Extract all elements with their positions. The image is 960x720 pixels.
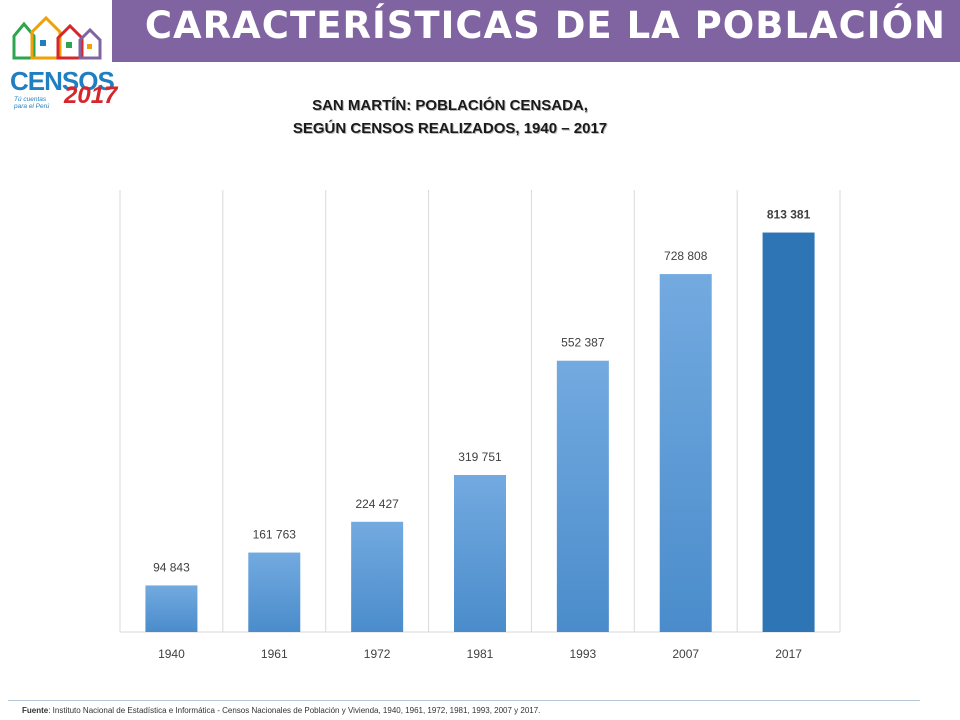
- x-tick-label-2007: 2007: [672, 647, 699, 661]
- bar-1940: [145, 585, 198, 632]
- chart-title-line2: SEGÚN CENSOS REALIZADOS, 1940 – 2017: [292, 120, 608, 137]
- x-tick-label-1961: 1961: [261, 647, 288, 661]
- value-label-2017: 813 381: [767, 208, 811, 222]
- header-band: CARACTERÍSTICAS DE LA POBLACIÓN: [112, 0, 960, 62]
- bar-1972: [351, 521, 404, 632]
- x-tick-label-1940: 1940: [158, 647, 185, 661]
- bar-1993: [556, 360, 609, 632]
- source-label: Fuente: [22, 706, 49, 715]
- value-label-1981: 319 751: [458, 450, 502, 464]
- value-label-1993: 552 387: [561, 336, 605, 350]
- value-label-1961: 161 763: [253, 528, 297, 542]
- x-tick-label-1972: 1972: [364, 647, 391, 661]
- bar-2017: [762, 232, 815, 632]
- source-text: : Instituto Nacional de Estadística e In…: [48, 706, 541, 715]
- x-tick-label-2017: 2017: [775, 647, 802, 661]
- value-label-1940: 94 843: [153, 560, 190, 574]
- logo-houses-icon: [12, 15, 102, 60]
- page-title: CARACTERÍSTICAS DE LA POBLACIÓN: [144, 4, 946, 47]
- bar-1961: [248, 552, 301, 632]
- chart-value-labels: 94 843 161 763 224 427 319 751 552 387 728 80…: [153, 208, 811, 575]
- chart-bars: [145, 232, 815, 632]
- bar-1981: [454, 474, 506, 632]
- value-label-2007: 728 808: [664, 249, 708, 263]
- logo-year: 2017: [64, 82, 118, 109]
- logo-tagline: Tú cuentas para el Perú: [14, 96, 50, 110]
- chart-x-tick-labels: 1940 1961 1972 1981 1993 2007 2017: [158, 647, 802, 661]
- x-tick-label-1981: 1981: [467, 647, 494, 661]
- x-tick-label-1993: 1993: [570, 647, 597, 661]
- source-note: Fuente: Instituto Nacional de Estadístic…: [22, 706, 540, 715]
- bar-2007: [659, 274, 712, 632]
- chart-title-line1: SAN MARTÍN: POBLACIÓN CENSADA,: [312, 97, 588, 114]
- value-label-1972: 224 427: [355, 497, 399, 511]
- censos-logo: CENSOS 2017 Tú cuentas para el Perú: [4, 10, 118, 110]
- source-divider: [8, 700, 920, 701]
- logo-brand: CENSOS: [10, 66, 115, 96]
